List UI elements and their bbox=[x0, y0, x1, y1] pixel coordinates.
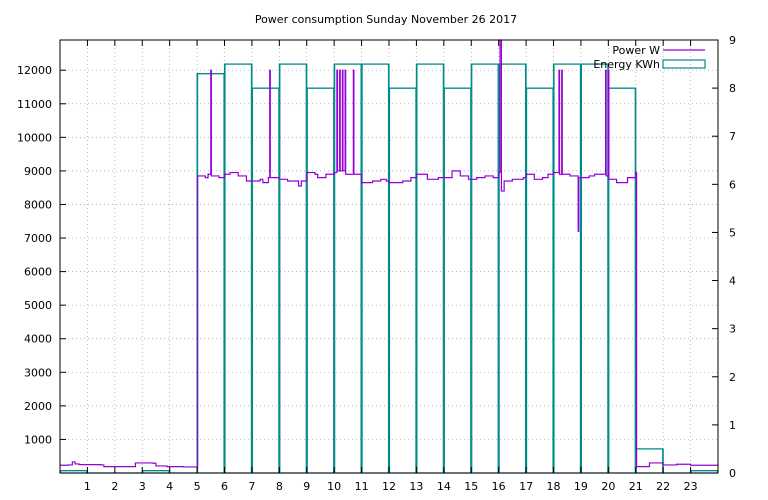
y2-tick-label: 0 bbox=[729, 467, 736, 480]
chart-title: Power consumption Sunday November 26 201… bbox=[255, 13, 517, 26]
x-tick-label: 23 bbox=[684, 480, 698, 493]
y2-tick-label: 9 bbox=[729, 34, 736, 47]
y-tick-label: 5000 bbox=[24, 299, 52, 312]
y-tick-label: 4000 bbox=[24, 333, 52, 346]
x-tick-label: 18 bbox=[547, 480, 561, 493]
y-tick-label: 11000 bbox=[17, 98, 52, 111]
x-tick-label: 9 bbox=[303, 480, 310, 493]
x-tick-label: 4 bbox=[166, 480, 173, 493]
x-tick-label: 16 bbox=[492, 480, 506, 493]
x-tick-label: 22 bbox=[656, 480, 670, 493]
x-tick-label: 12 bbox=[382, 480, 396, 493]
x-tick-label: 13 bbox=[409, 480, 423, 493]
x-tick-label: 17 bbox=[519, 480, 533, 493]
tick-marks bbox=[60, 39, 718, 474]
x-tick-label: 11 bbox=[355, 480, 369, 493]
x-tick-label: 1 bbox=[84, 480, 91, 493]
x-tick-label: 10 bbox=[327, 480, 341, 493]
y-tick-label: 9000 bbox=[24, 165, 52, 178]
power-series bbox=[60, 39, 718, 468]
x-tick-labels: 1 2 3 4 5 6 7 8 9 10 11 12 13 14 15 16 17 18 19 20 21 22 23 bbox=[84, 480, 698, 493]
y-tick-label: 10000 bbox=[17, 131, 52, 144]
legend-label-power: Power W bbox=[612, 44, 660, 57]
y-tick-label: 2000 bbox=[24, 400, 52, 413]
x-tick-label: 20 bbox=[601, 480, 615, 493]
y-tick-label: 7000 bbox=[24, 232, 52, 245]
y2-tick-label: 1 bbox=[729, 419, 736, 432]
x-tick-label: 14 bbox=[437, 480, 451, 493]
y2-tick-label: 4 bbox=[729, 275, 736, 288]
power-w-line bbox=[60, 39, 718, 468]
x-tick-label: 3 bbox=[139, 480, 146, 493]
x-tick-label: 21 bbox=[629, 480, 643, 493]
x-tick-label: 2 bbox=[111, 480, 118, 493]
y2-tick-label: 8 bbox=[729, 82, 736, 95]
y-tick-label: 3000 bbox=[24, 366, 52, 379]
y-tick-label: 1000 bbox=[24, 433, 52, 446]
x-tick-label: 15 bbox=[464, 480, 478, 493]
y2-tick-label: 6 bbox=[729, 178, 736, 191]
x-tick-label: 8 bbox=[276, 480, 283, 493]
y2-tick-label: 2 bbox=[729, 371, 736, 384]
y2-tick-label: 7 bbox=[729, 130, 736, 143]
y-tick-label: 8000 bbox=[24, 198, 52, 211]
y-tick-labels: 1000 2000 3000 4000 5000 6000 7000 8000 9000 1000… bbox=[17, 64, 52, 446]
y2-tick-label: 5 bbox=[729, 226, 736, 239]
y2-tick-labels: 0 1 2 3 4 5 6 7 8 9 bbox=[729, 34, 736, 480]
legend-label-energy: Energy KWh bbox=[593, 58, 660, 71]
y-tick-label: 6000 bbox=[24, 266, 52, 279]
x-tick-label: 5 bbox=[194, 480, 201, 493]
y2-tick-label: 3 bbox=[729, 323, 736, 336]
x-tick-label: 19 bbox=[574, 480, 588, 493]
x-tick-label: 7 bbox=[248, 480, 255, 493]
legend-swatch-energy bbox=[662, 59, 706, 69]
y-tick-label: 12000 bbox=[17, 64, 52, 77]
x-tick-label: 6 bbox=[221, 480, 228, 493]
